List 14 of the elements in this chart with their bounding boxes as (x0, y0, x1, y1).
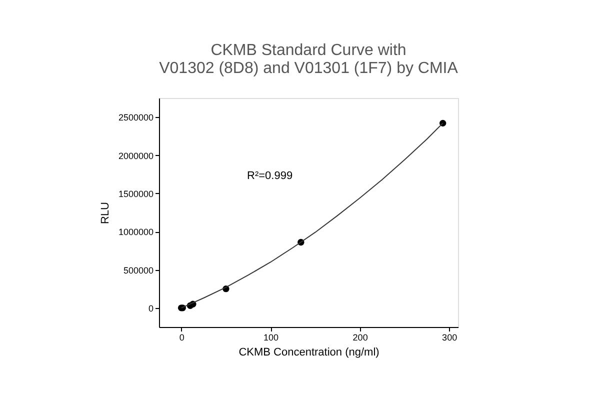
y-tick-label: 1000000 (118, 227, 154, 238)
y-tick-label: 2000000 (118, 150, 154, 161)
y-tick-label: 500000 (123, 265, 154, 276)
x-tick-label: 200 (352, 332, 368, 342)
y-tick-label: 0 (148, 303, 154, 314)
annotation: R²=0.999 (247, 170, 293, 182)
y-tick-label: 2500000 (118, 112, 154, 123)
x-tick-label: 100 (264, 332, 279, 342)
x-tick-label: 300 (442, 332, 458, 342)
x-tick-label: 0 (179, 332, 184, 342)
x-axis-title: CKMB Concentration (ng/ml) (238, 346, 380, 358)
y-tick-label: 1500000 (118, 188, 154, 199)
y-axis-title: RLU (99, 202, 112, 224)
chart-title: CKMB Standard Curve with V01302 (8D8) and V01301 (1F7) by CMIA (159, 42, 458, 77)
